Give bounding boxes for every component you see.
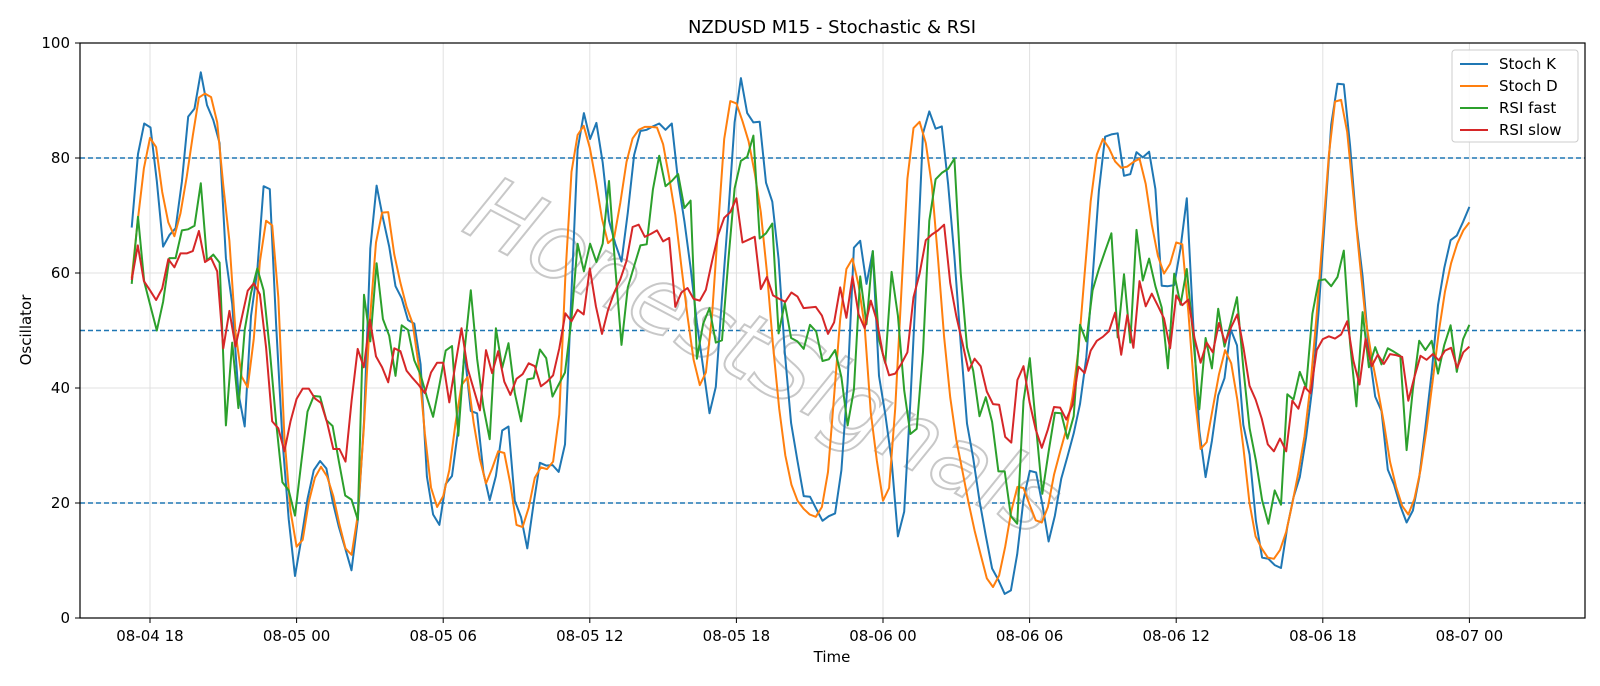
x-tick-label: 08-04 18 xyxy=(116,627,183,645)
x-tick-label: 08-07 00 xyxy=(1436,627,1503,645)
legend-label: RSI fast xyxy=(1499,99,1556,117)
x-tick-label: 08-05 18 xyxy=(703,627,770,645)
legend-box xyxy=(1451,49,1579,143)
series-line-stoch-d xyxy=(130,92,1471,588)
x-tick-label: 08-06 06 xyxy=(996,627,1063,645)
series-lines xyxy=(130,71,1471,595)
chart-title: NZDUSD M15 - Stochastic & RSI xyxy=(688,17,976,38)
series-line-stoch-k xyxy=(130,71,1471,595)
x-tick-label: 08-05 00 xyxy=(263,627,330,645)
series-line-rsi-fast xyxy=(130,134,1471,525)
y-tick-label: 60 xyxy=(51,264,70,282)
y-tick-label: 100 xyxy=(41,34,70,52)
x-tick-label: 08-05 06 xyxy=(409,627,476,645)
x-axis-title: Time xyxy=(813,648,851,666)
series-line-rsi-slow xyxy=(130,197,1471,463)
y-axis-title: Oscillator xyxy=(17,294,35,366)
level-lines xyxy=(80,157,1585,504)
legend-label: Stoch K xyxy=(1499,55,1557,73)
y-tick-label: 40 xyxy=(51,379,70,397)
plot-frame xyxy=(79,42,1586,619)
legend: Stoch K Stoch D RSI fast RSI slow xyxy=(1451,49,1579,143)
x-tick-label: 08-06 18 xyxy=(1289,627,1356,645)
x-axis: 08-04 18 08-05 00 08-05 06 08-05 12 08-05 18… xyxy=(116,618,1503,645)
y-tick-label: 20 xyxy=(51,494,70,512)
x-tick-label: 08-06 12 xyxy=(1142,627,1209,645)
legend-label: RSI slow xyxy=(1499,121,1562,139)
y-tick-label: 80 xyxy=(51,149,70,167)
x-tick-label: 08-06 00 xyxy=(849,627,916,645)
x-tick-label: 08-05 12 xyxy=(556,627,623,645)
y-tick-label: 0 xyxy=(60,609,70,627)
legend-label: Stoch D xyxy=(1499,77,1558,95)
y-axis: 0 20 40 60 80 100 xyxy=(41,34,80,627)
